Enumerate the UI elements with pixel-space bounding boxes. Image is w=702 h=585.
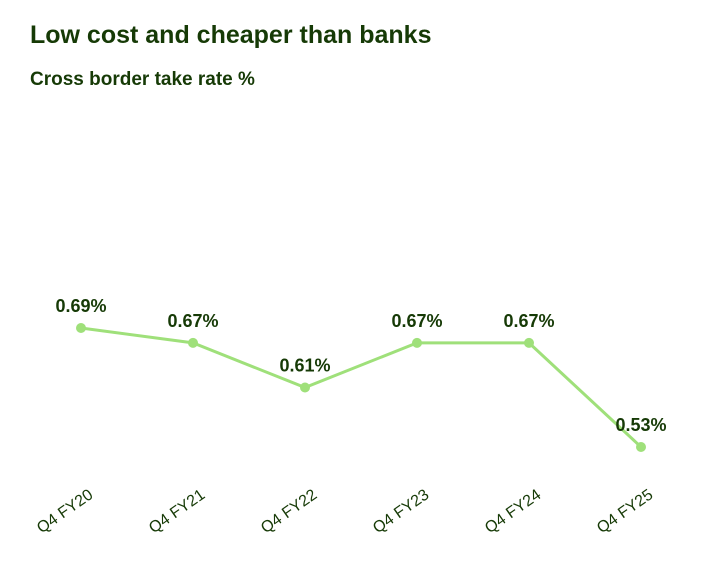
value-label: 0.67% (503, 311, 554, 331)
chart-subtitle: Cross border take rate % (30, 69, 255, 90)
data-point (188, 337, 198, 348)
x-tick-label: Q4 FY24 (482, 486, 544, 537)
x-tick-label: Q4 FY21 (146, 486, 208, 537)
value-label: 0.61% (279, 356, 330, 376)
data-line (80, 326, 643, 449)
x-tick-label: Q4 FY23 (370, 486, 432, 537)
value-label: 0.69% (55, 296, 106, 316)
data-point (76, 323, 86, 333)
value-label: 0.67% (167, 311, 218, 331)
data-point (412, 337, 422, 348)
data-point (636, 442, 646, 452)
x-tick-label: Q4 FY22 (258, 486, 320, 537)
value-label: 0.53% (615, 415, 666, 435)
value-label: 0.67% (391, 311, 442, 331)
x-tick-label: Q4 FY25 (594, 486, 656, 537)
chart-title: Low cost and cheaper than banks (30, 21, 431, 49)
data-point (300, 382, 310, 393)
x-tick-label: Q4 FY20 (34, 486, 96, 537)
data-point (524, 337, 534, 348)
